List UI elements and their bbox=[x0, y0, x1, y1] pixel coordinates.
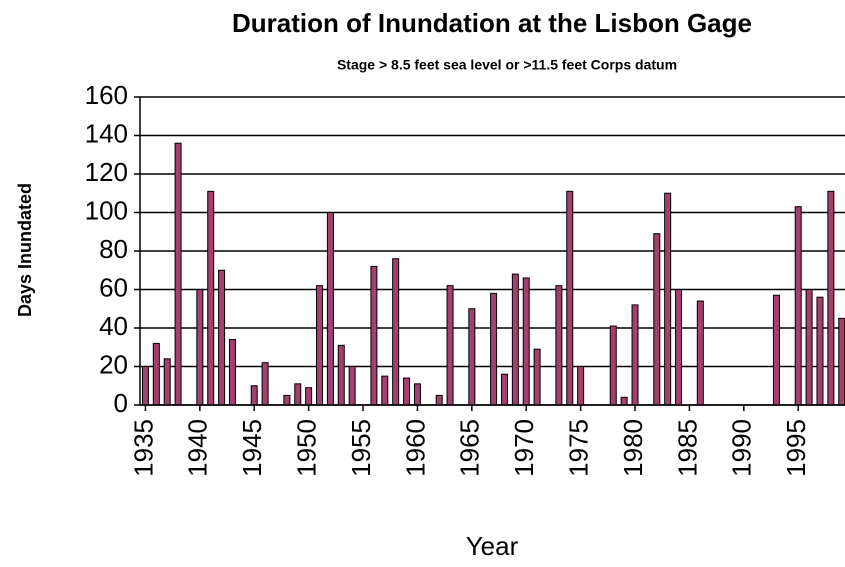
bar bbox=[620, 396, 628, 406]
bar bbox=[141, 366, 149, 406]
bar bbox=[294, 383, 302, 406]
bar bbox=[348, 366, 356, 406]
x-tick-label: 1945 bbox=[237, 419, 267, 477]
bar bbox=[163, 358, 171, 406]
bar bbox=[435, 394, 443, 406]
bar bbox=[522, 277, 530, 406]
bar bbox=[500, 373, 508, 406]
bar bbox=[218, 269, 226, 406]
bar bbox=[675, 289, 683, 406]
y-tick-label: 0 bbox=[114, 388, 128, 418]
bar bbox=[152, 342, 160, 406]
bar bbox=[631, 304, 639, 406]
bar bbox=[392, 258, 400, 406]
bar bbox=[283, 394, 291, 406]
bar bbox=[337, 344, 345, 406]
x-tick-label: 1975 bbox=[564, 419, 594, 477]
chart-title: Duration of Inundation at the Lisbon Gag… bbox=[232, 8, 752, 38]
bar bbox=[772, 294, 780, 406]
bar bbox=[827, 190, 835, 406]
bar bbox=[316, 285, 324, 406]
bar bbox=[403, 377, 411, 406]
bar bbox=[305, 387, 313, 406]
x-tick-label: 1960 bbox=[400, 419, 430, 477]
y-tick-label: 120 bbox=[85, 157, 128, 187]
bar bbox=[326, 212, 334, 406]
bar bbox=[511, 273, 519, 406]
bar bbox=[555, 285, 563, 406]
bar bbox=[174, 142, 182, 406]
bar bbox=[490, 292, 498, 406]
x-tick-label: 1970 bbox=[509, 419, 539, 477]
y-tick-label: 60 bbox=[99, 272, 128, 302]
y-axis-label: Days Inundated bbox=[15, 183, 35, 317]
bar bbox=[468, 308, 476, 406]
bar bbox=[413, 383, 421, 406]
y-tick-label: 140 bbox=[85, 118, 128, 148]
bar bbox=[261, 362, 269, 406]
x-tick-label: 1950 bbox=[292, 419, 322, 477]
bar bbox=[250, 385, 258, 406]
bar bbox=[566, 190, 574, 406]
bar bbox=[370, 265, 378, 406]
x-tick-label: 1985 bbox=[672, 419, 702, 477]
x-axis-label: Year bbox=[466, 531, 519, 561]
bar bbox=[228, 339, 236, 406]
x-tick-label: 1965 bbox=[455, 419, 485, 477]
bar bbox=[816, 296, 824, 406]
bar bbox=[196, 289, 204, 406]
bar bbox=[446, 285, 454, 406]
y-tick-label: 160 bbox=[85, 80, 128, 110]
x-tick-label: 1940 bbox=[183, 419, 213, 477]
bar bbox=[533, 348, 541, 406]
bar bbox=[696, 300, 704, 406]
chart-subtitle: Stage > 8.5 feet sea level or >11.5 feet… bbox=[337, 57, 677, 73]
bar bbox=[794, 206, 802, 406]
bar bbox=[653, 233, 661, 406]
bar bbox=[805, 289, 813, 406]
bar bbox=[838, 317, 845, 406]
bar bbox=[609, 325, 617, 406]
y-tick-label: 20 bbox=[99, 349, 128, 379]
y-tick-label: 40 bbox=[99, 311, 128, 341]
bar bbox=[381, 375, 389, 406]
x-tick-label: 1990 bbox=[727, 419, 757, 477]
bar bbox=[577, 366, 585, 406]
bar bbox=[207, 190, 215, 406]
x-tick-label: 1935 bbox=[128, 419, 158, 477]
x-tick-label: 1980 bbox=[618, 419, 648, 477]
x-tick-label: 1955 bbox=[346, 419, 376, 477]
x-tick-label: 1995 bbox=[781, 419, 811, 477]
bar bbox=[664, 192, 672, 406]
y-tick-label: 80 bbox=[99, 234, 128, 264]
y-tick-label: 100 bbox=[85, 195, 128, 225]
